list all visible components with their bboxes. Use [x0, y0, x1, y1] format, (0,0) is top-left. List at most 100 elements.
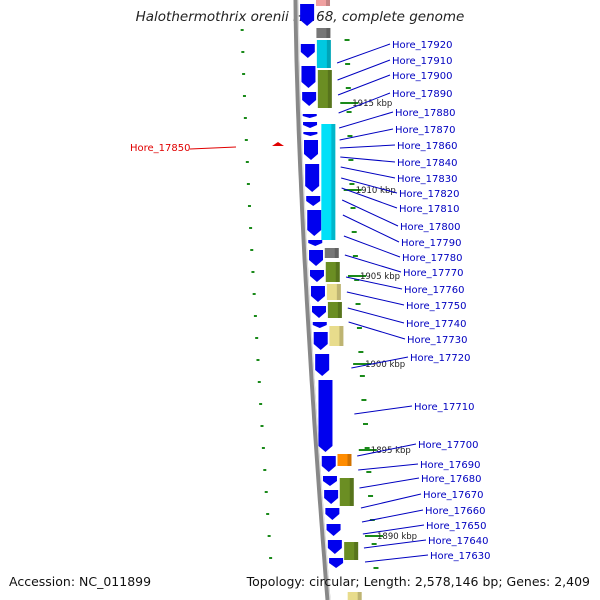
minus-strand-gene-23[interactable] [324, 490, 339, 504]
gene-label[interactable]: Hore_17890 [392, 89, 453, 100]
minus-strand-gene-20[interactable] [318, 380, 333, 452]
gene-leader-line [363, 539, 427, 549]
gene-label[interactable]: Hore_17840 [397, 158, 458, 169]
gene-label[interactable]: Hore_17660 [425, 506, 486, 517]
plus-strand-gene-shade-8 [336, 284, 341, 300]
gene-label[interactable]: Hore_17870 [395, 125, 456, 136]
highlight-gene-label[interactable]: Hore_17850 [130, 143, 191, 154]
plus-strand-gene-13[interactable] [344, 542, 359, 560]
gene-leader-line [341, 187, 398, 209]
gene-leader-line [337, 59, 391, 81]
gene-label[interactable]: Hore_17770 [403, 268, 464, 279]
gene-leader-line [338, 92, 391, 114]
gene-label[interactable]: Hore_17630 [430, 551, 491, 562]
plus-strand-gene-12[interactable] [339, 478, 354, 506]
plus-strand-gene-5[interactable] [321, 124, 336, 240]
minus-strand-gene-12[interactable] [308, 240, 323, 246]
plus-strand-gene-1[interactable] [316, 0, 331, 6]
gene-label[interactable]: Hore_17800 [400, 222, 461, 233]
minus-strand-gene-5[interactable] [302, 114, 317, 118]
minus-strand-gene-8[interactable] [304, 140, 318, 160]
kbp-label: 1900 kbp [365, 360, 405, 370]
gene-leader-line [348, 321, 406, 340]
gene-leader-line [337, 74, 391, 96]
minus-strand-gene-19[interactable] [315, 354, 330, 376]
minus-strand-gene-22[interactable] [322, 476, 337, 486]
gene-label[interactable]: Hore_17680 [421, 474, 482, 485]
gene-label[interactable]: Hore_17920 [392, 40, 453, 51]
gene-label[interactable]: Hore_17820 [399, 189, 460, 200]
gene-label[interactable]: Hore_17640 [428, 536, 489, 547]
minus-strand-gene-7[interactable] [303, 132, 318, 136]
minus-strand-gene-15[interactable] [310, 286, 325, 302]
gene-label[interactable]: Hore_17830 [397, 174, 458, 185]
plus-strand-gene-8[interactable] [326, 284, 341, 300]
gene-label[interactable]: Hore_17710 [414, 402, 475, 413]
gene-label[interactable]: Hore_17900 [392, 71, 453, 82]
plus-strand-gene-11[interactable] [337, 454, 352, 466]
minus-strand-gene-11[interactable] [307, 210, 322, 236]
plus-strand-gene-shade-11 [347, 454, 352, 466]
gene-leader-line [345, 276, 403, 290]
plus-strand-gene-9[interactable] [327, 302, 342, 318]
minus-strand-gene-2[interactable] [300, 44, 315, 58]
plus-strand-gene-14[interactable] [347, 592, 362, 600]
gene-label[interactable]: Hore_17650 [426, 521, 487, 532]
plus-strand-gene-10[interactable] [329, 326, 344, 346]
minus-strand-gene-9[interactable] [305, 164, 320, 192]
gene-leader-line [339, 144, 396, 149]
minus-strand-gene-10[interactable] [306, 196, 321, 206]
minus-strand-gene-14[interactable] [309, 270, 324, 282]
gene-label[interactable]: Hore_17810 [399, 204, 460, 215]
gene-leader-line [357, 443, 417, 457]
gene-label[interactable]: Hore_17880 [395, 108, 456, 119]
kbp-label: 1910 kbp [356, 186, 396, 196]
gene-label[interactable]: Hore_17690 [420, 460, 481, 471]
gene-label[interactable]: Hore_17910 [392, 56, 453, 67]
gene-leader-line [343, 235, 401, 258]
minus-strand-gene-18[interactable] [313, 332, 328, 350]
plus-strand-gene-shade-1 [326, 0, 331, 6]
minus-strand-gene-26[interactable] [327, 540, 342, 554]
plus-strand-gene-7[interactable] [325, 262, 340, 282]
gene-leader-line [341, 199, 399, 227]
gene-leader-line [339, 111, 394, 129]
accession-text: Accession: NC_011899 [9, 574, 152, 589]
gene-label[interactable]: Hore_17860 [397, 141, 458, 152]
minus-strand-gene-6[interactable] [303, 122, 318, 128]
minus-strand-gene-1[interactable] [300, 4, 315, 26]
gene-label[interactable]: Hore_17670 [423, 490, 484, 501]
plus-strand-gene-shade-12 [349, 478, 354, 506]
minus-strand-gene-24[interactable] [325, 508, 340, 520]
gene-label[interactable]: Hore_17720 [410, 353, 471, 364]
gene-leader-line [361, 509, 424, 523]
gene-label[interactable]: Hore_17700 [418, 440, 479, 451]
gene-leader-line [364, 554, 429, 563]
gene-label[interactable]: Hore_17780 [402, 253, 463, 264]
gene-leader-line [362, 524, 425, 535]
plus-strand-gene-shade-3 [326, 40, 331, 68]
plus-strand-gene-shade-7 [335, 262, 340, 282]
gene-label[interactable]: Hore_17760 [404, 285, 465, 296]
gene-label[interactable]: Hore_17750 [406, 301, 467, 312]
plus-strand-gene-3[interactable] [316, 40, 331, 68]
minus-strand-gene-3[interactable] [301, 66, 316, 88]
minus-strand-gene-16[interactable] [311, 306, 326, 318]
gene-label[interactable]: Hore_17790 [401, 238, 462, 249]
kbp-label: 1905 kbp [360, 272, 400, 282]
minus-strand-gene-27[interactable] [329, 558, 344, 568]
gene-leader-line [359, 477, 420, 489]
plus-strand-gene-2[interactable] [316, 28, 331, 38]
minus-strand-gene-25[interactable] [326, 524, 341, 536]
page-title: Halothermothrix orenii H 168, complete g… [135, 9, 465, 25]
plus-strand-gene-4[interactable] [317, 70, 332, 108]
gene-label[interactable]: Hore_17740 [406, 319, 467, 330]
gene-label[interactable]: Hore_17730 [407, 335, 468, 346]
minus-strand-gene-13[interactable] [309, 250, 324, 266]
minus-strand-gene-21[interactable] [321, 456, 336, 472]
minus-strand-gene-17[interactable] [312, 322, 327, 328]
genome-backbone [293, 0, 331, 600]
plus-strand-gene-6[interactable] [324, 248, 339, 258]
minus-strand-gene-4[interactable] [302, 92, 317, 106]
